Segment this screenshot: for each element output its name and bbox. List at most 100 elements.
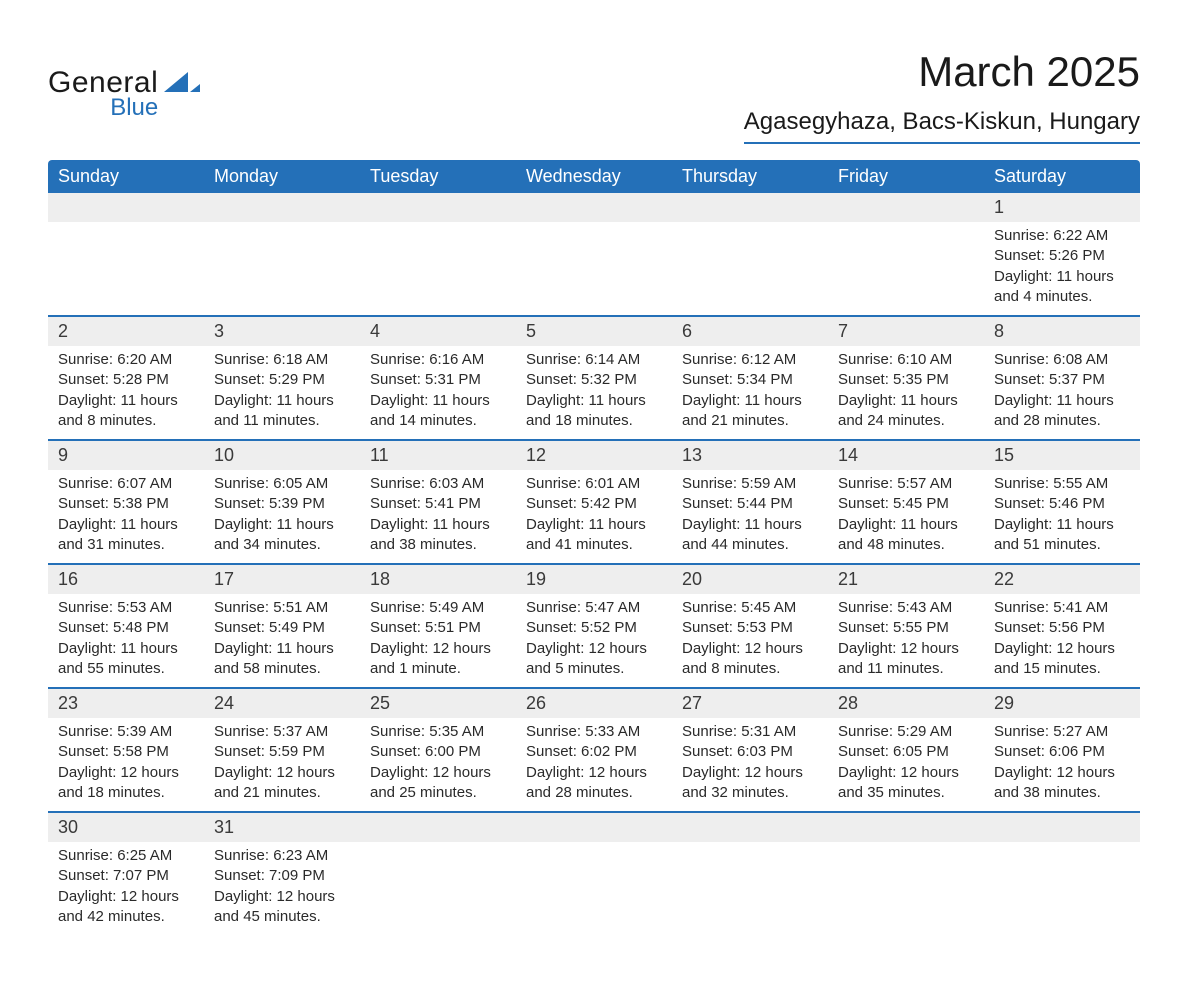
sunrise-line: Sunrise: 5:27 AM	[994, 722, 1130, 742]
sunrise-line: Sunrise: 5:29 AM	[838, 722, 974, 742]
day-number-cell: 30	[48, 812, 204, 842]
day-number-cell	[828, 812, 984, 842]
day-number: 8	[994, 321, 1004, 341]
day-number-cell: 11	[360, 440, 516, 470]
location-title: Agasegyhaza, Bacs-Kiskun, Hungary	[744, 108, 1140, 144]
day-number: 10	[214, 445, 234, 465]
daylight-line: Daylight: 11 hours and 51 minutes.	[994, 515, 1130, 556]
sunrise-line: Sunrise: 5:55 AM	[994, 474, 1130, 494]
day-number: 2	[58, 321, 68, 341]
daylight-line: Daylight: 12 hours and 38 minutes.	[994, 763, 1130, 804]
day-header: Friday	[828, 160, 984, 193]
day-body-cell: Sunrise: 5:49 AMSunset: 5:51 PMDaylight:…	[360, 594, 516, 688]
sunrise-line: Sunrise: 5:57 AM	[838, 474, 974, 494]
day-number-cell	[516, 812, 672, 842]
sunrise-line: Sunrise: 6:22 AM	[994, 226, 1130, 246]
day-body-cell: Sunrise: 5:55 AMSunset: 5:46 PMDaylight:…	[984, 470, 1140, 564]
day-body-row: Sunrise: 5:39 AMSunset: 5:58 PMDaylight:…	[48, 718, 1140, 812]
day-body-cell	[672, 842, 828, 935]
sunset-line: Sunset: 5:31 PM	[370, 370, 506, 390]
day-body-cell: Sunrise: 6:03 AMSunset: 5:41 PMDaylight:…	[360, 470, 516, 564]
sunset-line: Sunset: 6:00 PM	[370, 742, 506, 762]
day-number: 18	[370, 569, 390, 589]
sunrise-line: Sunrise: 6:23 AM	[214, 846, 350, 866]
day-number: 17	[214, 569, 234, 589]
daylight-line: Daylight: 12 hours and 25 minutes.	[370, 763, 506, 804]
day-number-cell: 5	[516, 316, 672, 346]
day-number: 29	[994, 693, 1014, 713]
day-body-row: Sunrise: 6:22 AMSunset: 5:26 PMDaylight:…	[48, 222, 1140, 316]
day-body-cell: Sunrise: 5:39 AMSunset: 5:58 PMDaylight:…	[48, 718, 204, 812]
sunset-line: Sunset: 6:06 PM	[994, 742, 1130, 762]
day-number-cell: 25	[360, 688, 516, 718]
day-number: 1	[994, 197, 1004, 217]
sunset-line: Sunset: 5:53 PM	[682, 618, 818, 638]
day-number-row: 16171819202122	[48, 564, 1140, 594]
day-body-cell: Sunrise: 6:16 AMSunset: 5:31 PMDaylight:…	[360, 346, 516, 440]
day-body-cell: Sunrise: 6:08 AMSunset: 5:37 PMDaylight:…	[984, 346, 1140, 440]
sunset-line: Sunset: 5:49 PM	[214, 618, 350, 638]
sunrise-line: Sunrise: 5:53 AM	[58, 598, 194, 618]
day-body-cell	[984, 842, 1140, 935]
day-body-cell: Sunrise: 5:57 AMSunset: 5:45 PMDaylight:…	[828, 470, 984, 564]
day-number: 13	[682, 445, 702, 465]
day-number-cell	[672, 812, 828, 842]
sunrise-line: Sunrise: 6:01 AM	[526, 474, 662, 494]
day-body-cell: Sunrise: 5:47 AMSunset: 5:52 PMDaylight:…	[516, 594, 672, 688]
daylight-line: Daylight: 12 hours and 15 minutes.	[994, 639, 1130, 680]
sunrise-line: Sunrise: 6:16 AM	[370, 350, 506, 370]
sunset-line: Sunset: 5:45 PM	[838, 494, 974, 514]
day-number-row: 9101112131415	[48, 440, 1140, 470]
day-body-cell	[516, 222, 672, 316]
day-number: 9	[58, 445, 68, 465]
day-body-cell: Sunrise: 5:43 AMSunset: 5:55 PMDaylight:…	[828, 594, 984, 688]
daylight-line: Daylight: 11 hours and 58 minutes.	[214, 639, 350, 680]
day-number-cell: 28	[828, 688, 984, 718]
day-body-cell: Sunrise: 5:41 AMSunset: 5:56 PMDaylight:…	[984, 594, 1140, 688]
sunset-line: Sunset: 5:35 PM	[838, 370, 974, 390]
sunset-line: Sunset: 5:58 PM	[58, 742, 194, 762]
day-number: 14	[838, 445, 858, 465]
sunset-line: Sunset: 5:42 PM	[526, 494, 662, 514]
logo-mark-icon	[164, 72, 200, 98]
daylight-line: Daylight: 12 hours and 5 minutes.	[526, 639, 662, 680]
day-number-cell: 13	[672, 440, 828, 470]
sunrise-line: Sunrise: 6:18 AM	[214, 350, 350, 370]
day-number-cell: 21	[828, 564, 984, 594]
daylight-line: Daylight: 12 hours and 18 minutes.	[58, 763, 194, 804]
daylight-line: Daylight: 11 hours and 28 minutes.	[994, 391, 1130, 432]
day-number-cell	[48, 193, 204, 222]
sunrise-line: Sunrise: 5:59 AM	[682, 474, 818, 494]
day-body-cell: Sunrise: 6:20 AMSunset: 5:28 PMDaylight:…	[48, 346, 204, 440]
day-number-cell: 6	[672, 316, 828, 346]
day-number: 31	[214, 817, 234, 837]
daylight-line: Daylight: 11 hours and 34 minutes.	[214, 515, 350, 556]
sunrise-line: Sunrise: 5:39 AM	[58, 722, 194, 742]
sunrise-line: Sunrise: 6:03 AM	[370, 474, 506, 494]
day-body-cell: Sunrise: 5:33 AMSunset: 6:02 PMDaylight:…	[516, 718, 672, 812]
sunrise-line: Sunrise: 6:10 AM	[838, 350, 974, 370]
day-number: 19	[526, 569, 546, 589]
sunrise-line: Sunrise: 5:49 AM	[370, 598, 506, 618]
sunset-line: Sunset: 6:05 PM	[838, 742, 974, 762]
day-header-row: SundayMondayTuesdayWednesdayThursdayFrid…	[48, 160, 1140, 193]
day-number-cell	[984, 812, 1140, 842]
day-number-cell: 4	[360, 316, 516, 346]
day-number-row: 1	[48, 193, 1140, 222]
sunrise-line: Sunrise: 5:35 AM	[370, 722, 506, 742]
day-number-cell: 22	[984, 564, 1140, 594]
daylight-line: Daylight: 11 hours and 14 minutes.	[370, 391, 506, 432]
day-body-cell: Sunrise: 5:59 AMSunset: 5:44 PMDaylight:…	[672, 470, 828, 564]
sunset-line: Sunset: 7:07 PM	[58, 866, 194, 886]
day-body-cell: Sunrise: 6:10 AMSunset: 5:35 PMDaylight:…	[828, 346, 984, 440]
day-body-cell	[360, 842, 516, 935]
day-number: 22	[994, 569, 1014, 589]
calendar-table: SundayMondayTuesdayWednesdayThursdayFrid…	[48, 160, 1140, 935]
day-body-cell: Sunrise: 5:29 AMSunset: 6:05 PMDaylight:…	[828, 718, 984, 812]
day-body-cell	[516, 842, 672, 935]
day-number-cell: 9	[48, 440, 204, 470]
daylight-line: Daylight: 12 hours and 8 minutes.	[682, 639, 818, 680]
day-number-cell: 24	[204, 688, 360, 718]
day-number-cell: 23	[48, 688, 204, 718]
day-number-cell: 3	[204, 316, 360, 346]
